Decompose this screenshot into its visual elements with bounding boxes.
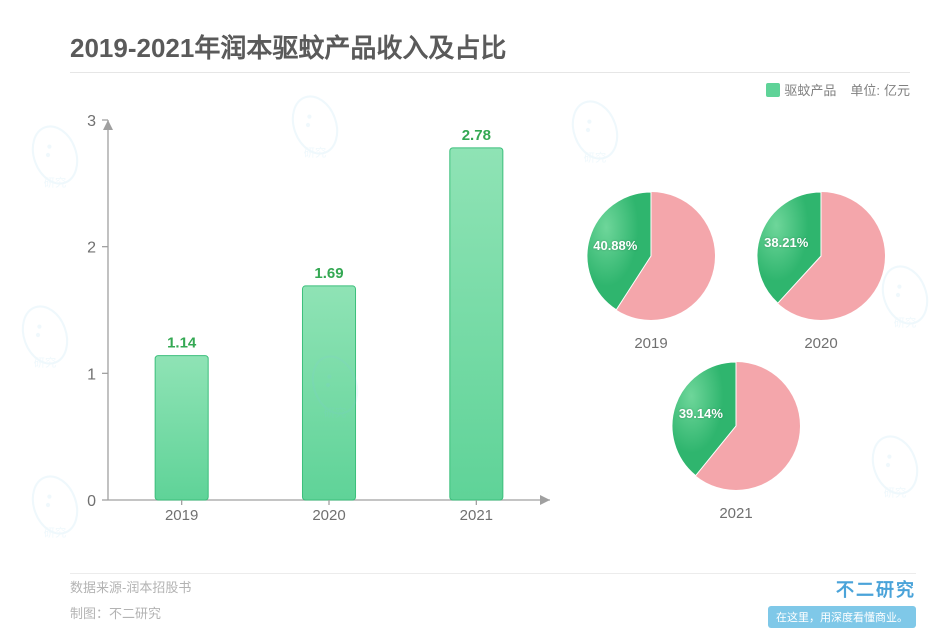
chart-title: 2019-2021年润本驱蚊产品收入及占比	[70, 28, 506, 65]
brand-name: 不二研究	[768, 576, 916, 602]
svg-text:1: 1	[87, 366, 96, 383]
svg-text:研究: 研究	[584, 151, 606, 165]
legend-unit: 亿元	[884, 80, 910, 99]
pie-year-label: 2021	[670, 505, 802, 522]
bar-chart: 0 1 2 3 1.14 2019 1.69 2020 2.78 2021	[70, 110, 560, 530]
svg-text:研究: 研究	[34, 356, 56, 370]
pie-2020: 38.21% 2020	[755, 190, 887, 352]
watermark: 研究	[560, 95, 630, 165]
title-divider	[70, 72, 910, 73]
brand-box: 不二研究 在这里，用深度看懂商业。	[768, 576, 916, 628]
bar-value-label: 2.78	[462, 127, 491, 144]
pie-pct-label: 38.21%	[764, 235, 808, 250]
svg-text:2: 2	[87, 240, 96, 257]
pie-year-label: 2019	[585, 335, 717, 352]
pie-2019: 40.88% 2019	[585, 190, 717, 352]
bar	[450, 148, 503, 500]
legend: 驱蚊产品 单位: 亿元	[766, 80, 910, 99]
brand-tagline: 在这里，用深度看懂商业。	[768, 606, 916, 628]
pie-pct-label: 39.14%	[679, 406, 723, 421]
legend-swatch	[766, 83, 780, 97]
svg-text:研究: 研究	[44, 176, 66, 190]
pie-2021: 39.14% 2021	[670, 360, 802, 522]
legend-label: 驱蚊产品	[784, 80, 836, 99]
source-text: 数据来源-润本招股书	[70, 577, 191, 596]
credit-text: 制图：不二研究	[70, 603, 161, 622]
pie-year-label: 2020	[755, 335, 887, 352]
pie-group: 40.88% 2019 38.21% 2020 39.14% 2021	[585, 190, 915, 530]
bar	[302, 286, 355, 500]
bar	[155, 356, 208, 500]
bar-value-label: 1.69	[314, 265, 343, 282]
pie-pct-label: 40.88%	[593, 238, 637, 253]
bar-x-label: 2020	[312, 507, 345, 524]
bar-value-label: 1.14	[167, 335, 197, 352]
bar-x-label: 2021	[460, 507, 493, 524]
svg-text:研究: 研究	[44, 526, 66, 540]
bar-chart-svg: 0 1 2 3 1.14 2019 1.69 2020 2.78 2021	[70, 110, 560, 530]
bar-x-label: 2019	[165, 507, 198, 524]
svg-text:0: 0	[87, 493, 96, 510]
legend-unit-prefix: 单位:	[850, 80, 880, 99]
svg-text:3: 3	[87, 113, 96, 130]
footer-divider	[70, 573, 916, 574]
